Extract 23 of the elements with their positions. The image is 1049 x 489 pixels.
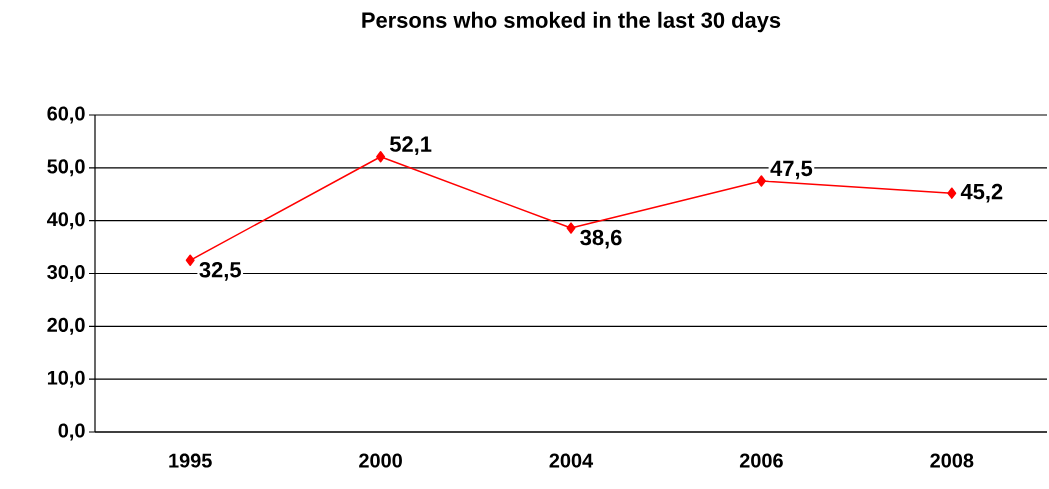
point [947,187,957,199]
data-label: 38,6 [580,229,622,249]
point [566,222,576,234]
chart-title: Persons who smoked in the last 30 days [362,11,781,33]
point [756,175,766,187]
data-label: 47,5 [770,160,813,180]
x-tick-label: 2004 [549,453,594,468]
x-tick-label: 1995 [169,453,212,468]
y-tick-label: 20,0 [47,317,85,335]
point [376,151,386,163]
data-label: 45,2 [960,183,1003,203]
x-tick-label: 2006 [739,453,783,468]
data-label: 52,1 [389,136,432,156]
y-tick-label: 0,0 [58,423,85,441]
x-tick-label: 2000 [359,453,402,468]
y-tick-label: 50,0 [47,159,85,177]
y-tick-label: 10,0 [47,370,85,388]
data-label: 32,5 [199,261,241,281]
y-tick-label: 40,0 [47,212,85,230]
y-tick-label: 60,0 [47,106,85,124]
point [185,254,195,267]
x-tick-label: 2008 [930,453,974,468]
y-tick-label: 30,0 [47,265,85,282]
